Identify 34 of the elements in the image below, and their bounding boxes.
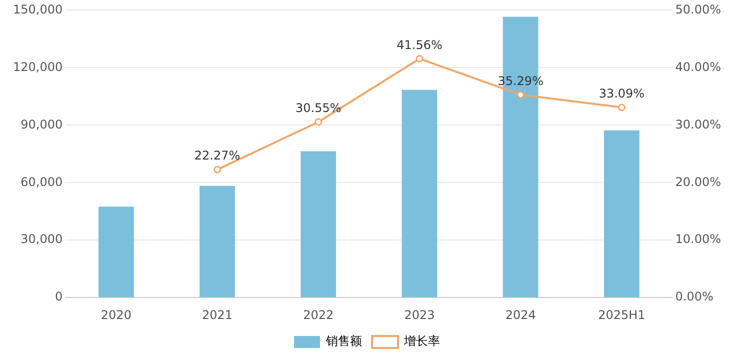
- y2-tick-label: 50.00%: [675, 2, 722, 16]
- y-tick-label: 90,000: [20, 117, 63, 132]
- y2-tick-label: 40.00%: [675, 60, 722, 74]
- y-tick-label: 150,000: [13, 2, 63, 16]
- legend-label: 销售额: [325, 334, 362, 348]
- y-tick-label: 0: [54, 290, 63, 304]
- y2-tick-label: 10.00%: [675, 232, 722, 246]
- data-label: 33.09%: [598, 86, 645, 101]
- point: [314, 118, 322, 126]
- data-label: 41.56%: [396, 38, 442, 52]
- y2-tick-label: 20.00%: [675, 174, 722, 189]
- x-tick-label: 2024: [505, 308, 536, 322]
- point: [516, 91, 524, 99]
- data-label: 30.55%: [296, 101, 342, 116]
- bar: [98, 206, 134, 298]
- x-tick-label: 2020: [100, 308, 132, 322]
- y-tick-label: 120,000: [13, 60, 63, 74]
- x-tick-label: 2022: [303, 308, 334, 322]
- y-tick-label: 30,000: [20, 232, 63, 246]
- point: [214, 166, 222, 174]
- bar: [402, 90, 438, 298]
- data-label: 22.27%: [194, 148, 240, 163]
- point: [618, 104, 626, 112]
- x-tick-label: 2021: [202, 308, 233, 322]
- bar: [300, 151, 336, 298]
- y2-tick-label: 30.00%: [675, 117, 722, 132]
- x-tick-label: 2023: [404, 308, 435, 322]
- bar: [200, 186, 235, 298]
- y2-tick-label: 0.00%: [675, 290, 714, 304]
- point: [416, 54, 424, 62]
- x-tick-label: 2025H1: [598, 308, 646, 322]
- bar: [604, 130, 640, 298]
- legend-label: 增长率: [403, 334, 440, 348]
- y-tick-label: 60,000: [20, 174, 63, 189]
